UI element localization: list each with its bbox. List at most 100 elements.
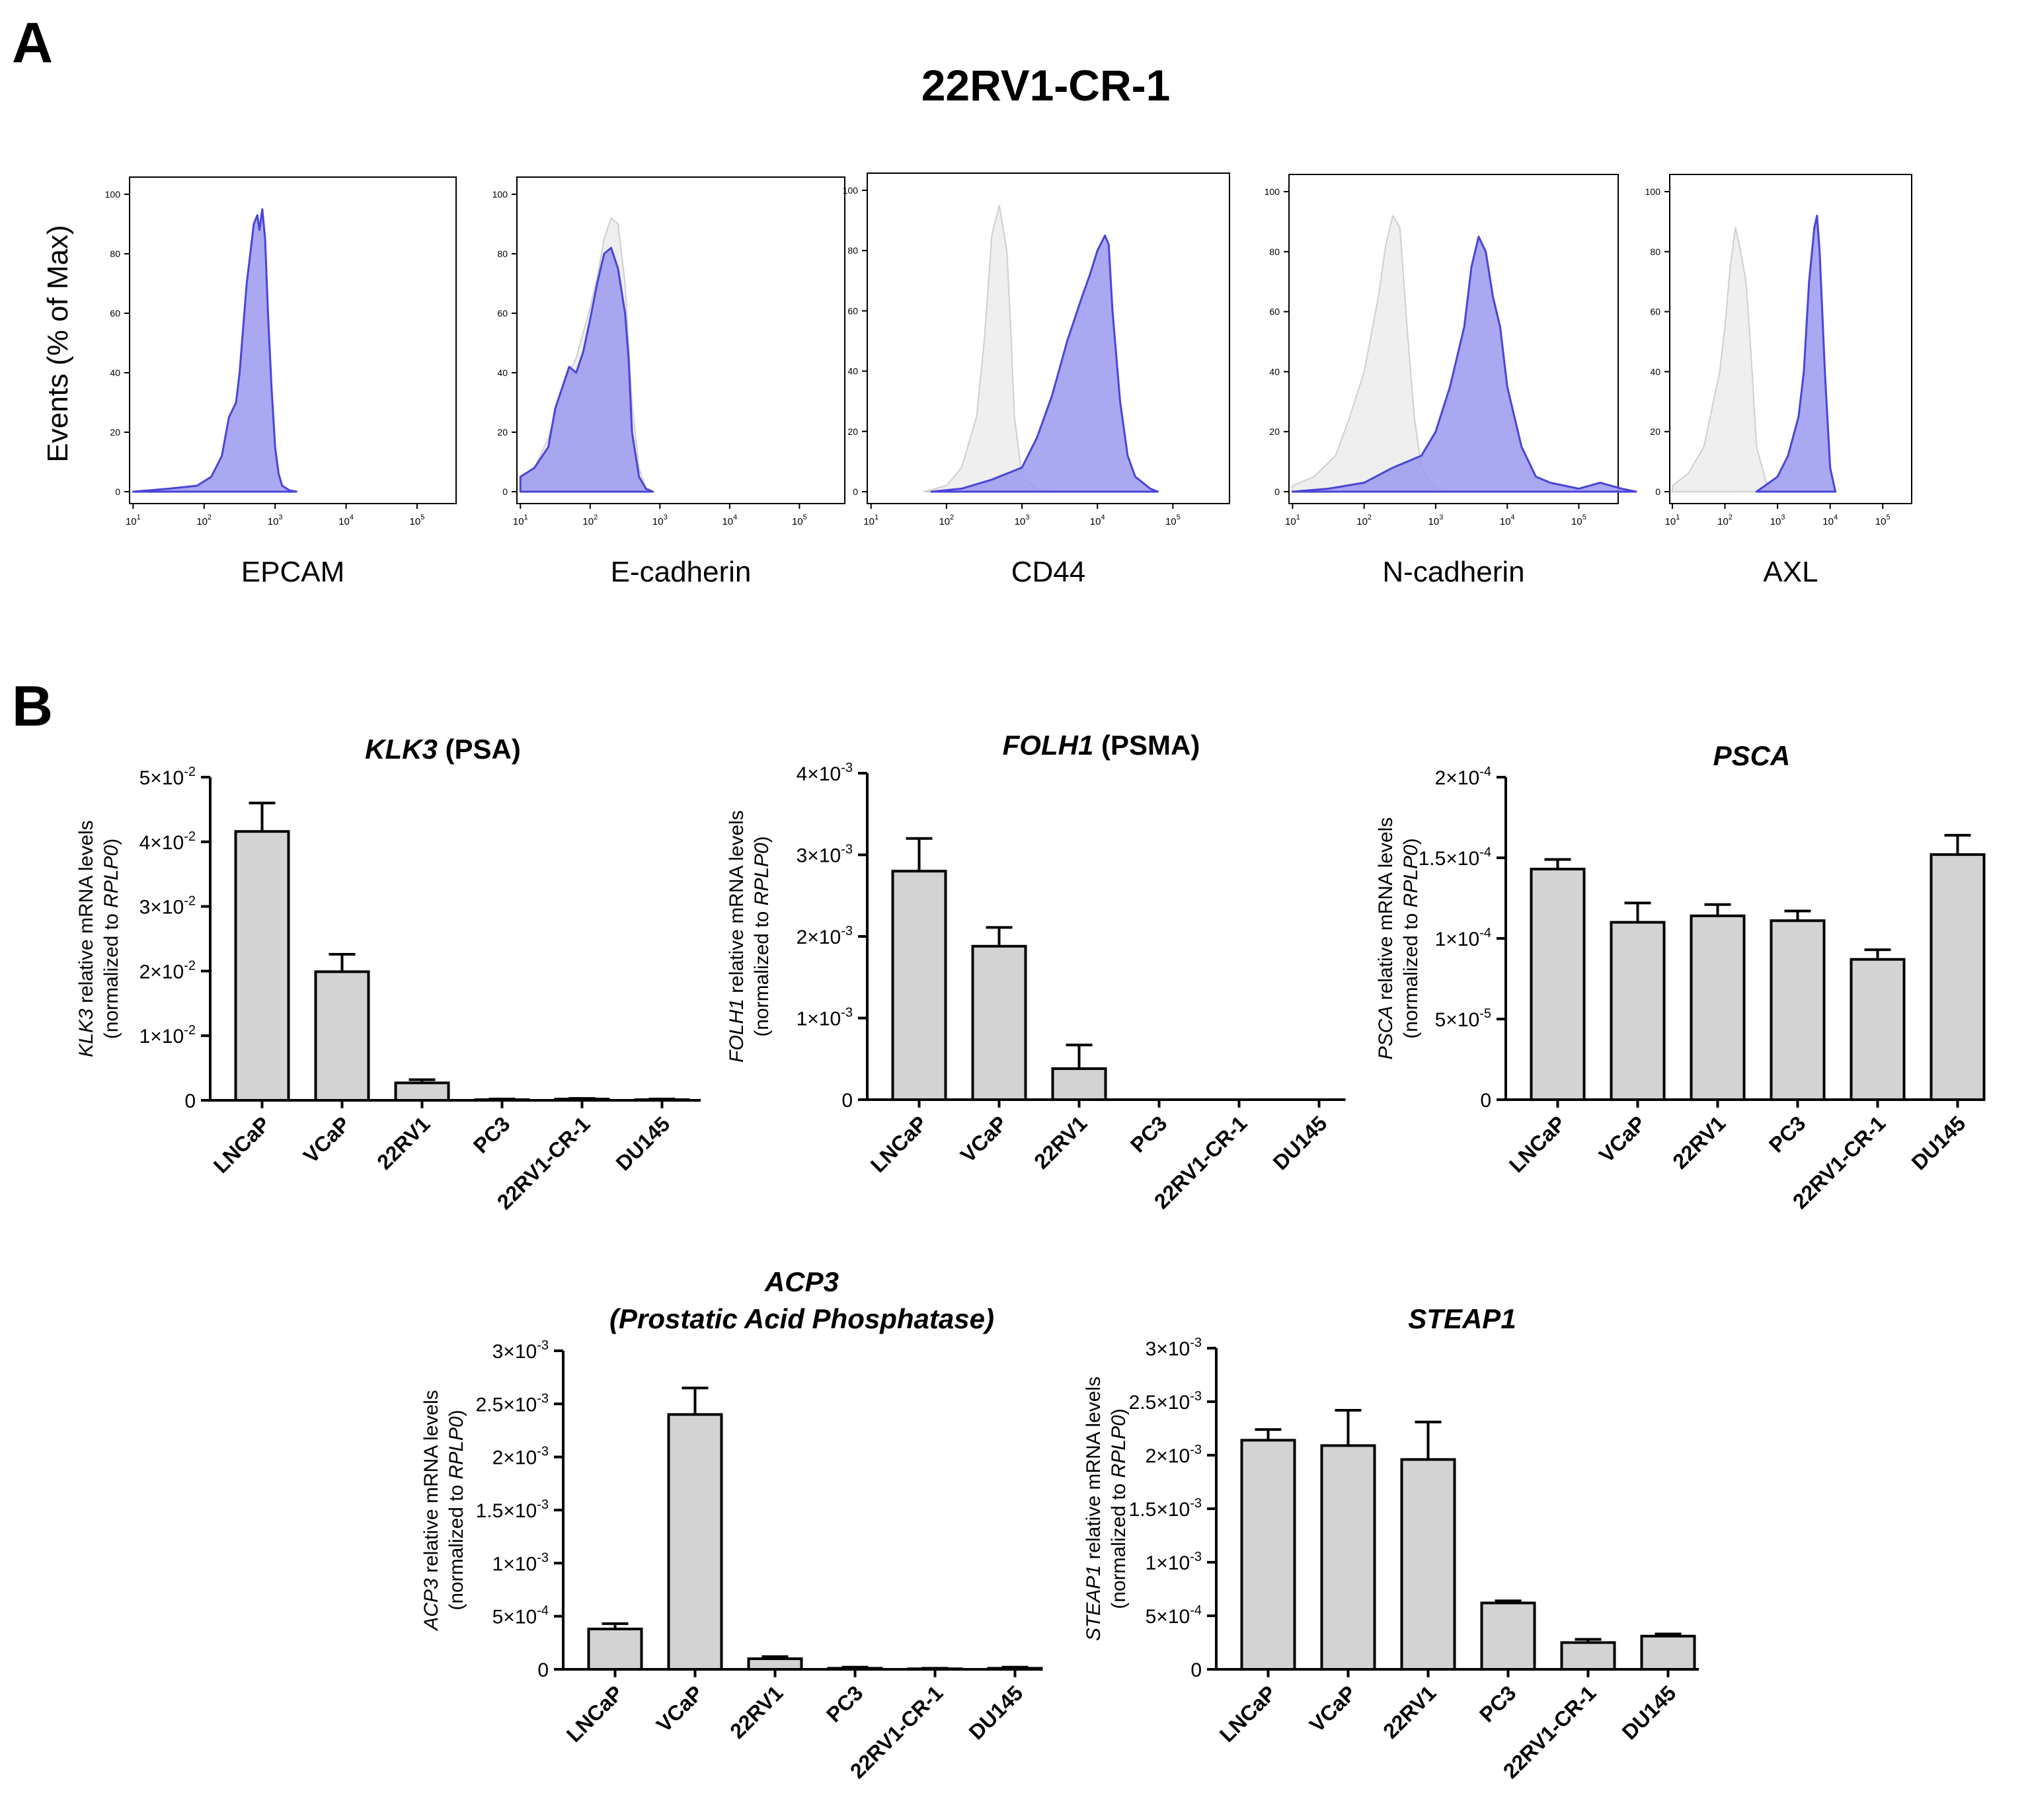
y-tick-label: 20: [1650, 426, 1660, 437]
y-axis-label-line1: FOLH1 relative mRNA levels: [726, 810, 748, 1063]
x-tick-label-22rv1: 22RV1: [1029, 1111, 1091, 1173]
y-tick-label: 2×10-3: [492, 1445, 549, 1469]
x-tick-label: 101: [1665, 513, 1680, 527]
y-tick-label: 4×10-3: [797, 761, 853, 785]
bar-vcap: [314, 970, 370, 1102]
x-tick-label-pc3: PC3: [1764, 1111, 1810, 1156]
y-tick-label: 0: [1274, 486, 1280, 497]
y-axis-label-line2: (normalized to RPLP0): [751, 836, 773, 1036]
y-tick-label: 100: [105, 189, 121, 200]
marker-histogram: [519, 246, 654, 493]
x-tick-label-lncap: LNCaP: [1215, 1681, 1281, 1747]
y-tick-label: 1×10-3: [797, 1006, 853, 1030]
y-axis-label-line2: (normalized to RPLP0): [1400, 838, 1422, 1038]
x-tick-label: 102: [1717, 513, 1733, 527]
x-tick-label-vcap: VCaP: [956, 1111, 1012, 1167]
x-tick-label-vcap: VCaP: [1594, 1111, 1651, 1167]
bar-22rv1: [1690, 914, 1746, 1101]
y-tick-label: 20: [847, 426, 858, 437]
chart-title: KLK3 (PSA): [365, 734, 521, 765]
y-tick-label: 2×10-3: [797, 924, 853, 948]
plot-frame: [129, 176, 457, 504]
x-tick-label-pc3: PC3: [469, 1112, 514, 1157]
charts-layer: 0 20 40 60 80 100 101 102 103 104 105 EPCAM 0 20 40 60 8…: [75, 172, 1986, 1783]
flow-histogram-cd44: 0 20 40 60 80 100 101 102 103 104 105 CD44: [843, 172, 1230, 588]
x-tick-label: 103: [268, 513, 283, 527]
y-tick-label: 80: [1650, 246, 1660, 257]
y-tick-label: 0: [502, 486, 508, 497]
y-tick-label: 80: [1269, 246, 1280, 257]
x-tick-label: 104: [1500, 513, 1515, 527]
x-tick-label-du145: DU145: [1618, 1681, 1681, 1744]
x-tick-label: 102: [196, 513, 212, 527]
y-tick-label: 60: [1650, 307, 1660, 317]
bar-22rv1: [747, 1657, 803, 1671]
x-axis-label: E-cadherin: [611, 556, 752, 588]
x-axis-label: AXL: [1763, 556, 1818, 588]
chart-title: STEAP1: [1408, 1303, 1516, 1334]
y-tick-label: 2×10-2: [139, 958, 196, 983]
y-tick-label: 20: [1269, 426, 1280, 437]
bar-vcap: [971, 944, 1027, 1101]
bar-22rv1-cr-1: [1560, 1641, 1616, 1671]
y-axis-label-line2: (normalized to RPLP0): [446, 1410, 467, 1610]
x-tick-label-22rv1: 22RV1: [1378, 1681, 1440, 1743]
bar-vcap: [1320, 1444, 1376, 1671]
y-axis-label-line1: STEAP1 relative mRNA levels: [1083, 1377, 1105, 1641]
x-tick-label-lncap: LNCaP: [866, 1111, 932, 1177]
y-tick-label: 80: [847, 245, 858, 256]
bar-lncap: [891, 870, 947, 1101]
x-tick-label: 101: [1285, 513, 1300, 527]
y-tick-label: 100: [1645, 186, 1661, 197]
y-tick-label: 3×10-3: [797, 843, 853, 867]
y-tick-label: 0: [537, 1659, 549, 1681]
y-tick-label: 1.5×10-4: [1419, 845, 1491, 870]
bar-22rv1: [394, 1081, 450, 1102]
marker-histogram: [1291, 235, 1637, 493]
x-tick-label-vcap: VCaP: [299, 1112, 355, 1168]
bar-chart-steap1: STEAP1 STEAP1 relative mRNA levels (normal…: [1083, 1303, 1699, 1783]
x-tick-label-pc3: PC3: [1475, 1681, 1520, 1726]
y-axis-label-line1: ACP3 relative mRNA levels: [420, 1390, 442, 1631]
marker-histogram: [930, 234, 1159, 493]
y-tick-label: 0: [853, 486, 858, 497]
y-tick-label: 0: [115, 486, 120, 497]
y-tick-label: 3×10-2: [139, 894, 196, 919]
x-tick-label: 101: [513, 513, 528, 527]
y-tick-label: 1×10-4: [1435, 926, 1491, 950]
x-tick-label: 104: [338, 513, 354, 527]
y-tick-label: 5×10-4: [1146, 1603, 1202, 1628]
y-tick-label: 0: [184, 1090, 196, 1112]
bar-vcap: [1610, 921, 1666, 1101]
flow-histogram-epcam: 0 20 40 60 80 100 101 102 103 104 105 EPCAM: [105, 176, 457, 588]
y-tick-label: 40: [1269, 366, 1280, 377]
x-tick-label-du145: DU145: [611, 1112, 675, 1175]
bar-chart-folh1: FOLH1 (PSMA) FOLH1 relative mRNA levels (n…: [726, 730, 1346, 1213]
flow-histogram-n-cadherin: 0 20 40 60 80 100 101 102 103 104 105 N-cadherin: [1265, 174, 1637, 588]
y-tick-label: 80: [110, 248, 120, 259]
panel-a-title: 22RV1-CR-1: [921, 61, 1171, 110]
x-tick-label: 102: [582, 513, 598, 527]
x-tick-label: 104: [722, 513, 737, 527]
y-tick-label: 2×10-4: [1435, 765, 1491, 789]
x-tick-label-du145: DU145: [1268, 1111, 1332, 1174]
panel-a-label: A: [12, 11, 53, 75]
x-tick-label: 102: [939, 513, 954, 527]
y-tick-label: 0: [841, 1090, 853, 1112]
chart-title: PSCA: [1713, 740, 1791, 771]
x-tick-label-lncap: LNCaP: [209, 1112, 275, 1178]
x-tick-label: 105: [792, 513, 807, 527]
y-tick-label: 2.5×10-3: [476, 1391, 549, 1416]
x-tick-label-vcap: VCaP: [652, 1681, 708, 1737]
y-tick-label: 0: [1655, 486, 1660, 497]
x-tick-label: 105: [1571, 513, 1586, 527]
bar-pc3: [1480, 1601, 1536, 1671]
flow-histogram-e-cadherin: 0 20 40 60 80 100 101 102 103 104 105 E-cadherin: [492, 176, 845, 588]
x-tick-label-pc3: PC3: [822, 1681, 867, 1726]
x-tick-label-pc3: PC3: [1126, 1111, 1171, 1156]
x-axis-label: EPCAM: [241, 556, 344, 588]
x-axis-label: N-cadherin: [1382, 556, 1524, 588]
y-tick-label: 2.5×10-3: [1129, 1389, 1202, 1414]
y-tick-label: 60: [847, 305, 858, 316]
